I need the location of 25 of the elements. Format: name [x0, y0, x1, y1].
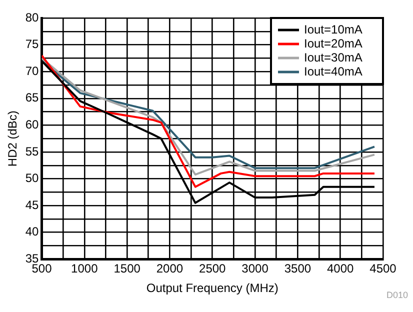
- legend-label: Iout=40mA: [304, 64, 362, 78]
- x-tick-label: 3500: [284, 262, 312, 276]
- legend-label: Iout=10mA: [304, 22, 362, 36]
- y-tick-label: 50: [25, 171, 40, 186]
- legend-label: Iout=20mA: [304, 36, 362, 50]
- y-axis-title: HD2 (dBc): [6, 110, 20, 167]
- x-tick-label: 3000: [242, 262, 269, 276]
- x-tick-label: 4000: [326, 262, 354, 276]
- y-tick-label: 45: [25, 198, 40, 212]
- y-tick-label: 70: [25, 64, 40, 78]
- x-axis-title: Output Frequency (MHz): [146, 281, 278, 296]
- text: D010: [386, 290, 408, 300]
- y-tick-label: 80: [25, 10, 40, 24]
- x-tick-label: 1500: [114, 262, 141, 276]
- x-tick-label: 4500: [370, 262, 397, 276]
- x-tick-label: 1000: [71, 262, 98, 276]
- y-tick-label: 40: [25, 224, 40, 239]
- x-tick-label: 2500: [199, 262, 226, 276]
- y-tick-label: 55: [25, 144, 40, 158]
- x-tick-label: 500: [32, 262, 52, 276]
- legend-label: Iout=30mA: [304, 50, 362, 64]
- y-tick-label: 60: [25, 118, 40, 132]
- x-tick-label: 2000: [156, 262, 184, 276]
- y-tick-label: 75: [25, 37, 40, 52]
- y-tick-label: 65: [25, 90, 40, 105]
